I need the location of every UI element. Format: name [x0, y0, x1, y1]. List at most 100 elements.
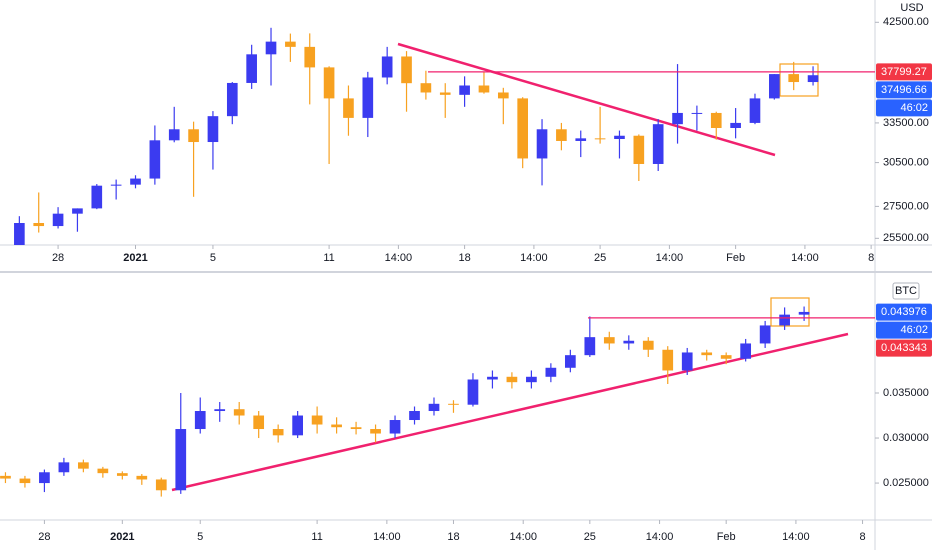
candle-body: [420, 83, 432, 93]
candle-body: [78, 462, 89, 469]
candle-body: [584, 337, 596, 356]
candle-body: [0, 475, 11, 479]
candle-body: [272, 429, 284, 436]
y-tick-label: 33500.00: [883, 117, 929, 129]
price-tag-label: 37496.66: [881, 84, 927, 96]
candle-body: [536, 129, 548, 159]
candle-body: [253, 415, 265, 430]
candle-body: [188, 129, 199, 143]
candle-body: [788, 74, 800, 83]
candle-body: [807, 75, 819, 83]
candle-body: [575, 138, 587, 141]
candle-body: [136, 475, 148, 480]
candle-body: [428, 403, 440, 412]
candle-body: [233, 409, 245, 416]
price-tag: [876, 303, 932, 321]
candle-body: [497, 92, 509, 99]
candle-body: [19, 478, 31, 484]
candle-body: [740, 343, 752, 359]
candle-body: [749, 98, 761, 123]
candle-body: [401, 56, 412, 84]
candle-body: [331, 424, 342, 428]
candle-body: [97, 468, 109, 474]
candle-body: [311, 415, 323, 425]
candle-body: [459, 85, 470, 95]
x-tick-label: 14:00: [791, 252, 819, 264]
y-tick-label: 30500.00: [883, 157, 929, 169]
candle-body: [517, 98, 529, 159]
countdown-label: 46:02: [900, 324, 928, 336]
x-tick-label: 8: [859, 531, 865, 543]
x-tick-label: Feb: [717, 531, 736, 543]
candle-body: [603, 337, 615, 344]
candle-body: [381, 56, 393, 78]
candle-body: [506, 376, 518, 383]
candle-body: [285, 41, 296, 47]
countdown-tag: [876, 99, 932, 117]
candle-body: [594, 138, 606, 140]
candle-body: [642, 340, 654, 350]
candle-body: [168, 129, 180, 141]
candle-body: [701, 352, 713, 356]
candle-body: [246, 54, 257, 83]
axis-unit-box: [892, 282, 920, 300]
candle-body: [194, 411, 206, 430]
y-tick-label: 0.030000: [883, 432, 929, 444]
candle-body: [614, 135, 625, 140]
x-tick-label: 14:00: [509, 531, 537, 543]
candle-body: [33, 223, 45, 227]
candle-body: [265, 41, 277, 55]
price-tag: [876, 81, 932, 99]
candle-body: [478, 85, 490, 93]
x-tick-label: 2021: [110, 531, 134, 543]
candle-body: [526, 376, 537, 383]
candle-body: [130, 178, 141, 185]
candle-body: [545, 367, 557, 377]
candle-body: [720, 355, 732, 359]
axis-unit: USD: [900, 2, 923, 14]
candle-body: [362, 77, 374, 118]
x-tick-label: 28: [52, 252, 64, 264]
candle-body: [710, 112, 722, 128]
price-tag-label: 0.043343: [881, 342, 927, 354]
countdown-tag: [876, 321, 932, 339]
candle-body: [409, 411, 420, 421]
trend-line: [397, 42, 776, 157]
candle-body: [769, 74, 780, 99]
x-tick-label: 5: [210, 252, 216, 264]
x-tick-label: 5: [197, 531, 203, 543]
x-tick-label: 25: [594, 252, 606, 264]
candle-body: [175, 429, 187, 491]
x-tick-label: 14:00: [646, 531, 674, 543]
candle-body: [691, 112, 703, 114]
candle-body: [798, 311, 810, 315]
candle-body: [350, 427, 362, 430]
candle-body: [556, 129, 567, 141]
y-tick-label: 0.035000: [883, 387, 929, 399]
x-tick-label: 18: [458, 252, 470, 264]
x-tick-label: 28: [38, 531, 50, 543]
candle-body: [72, 208, 83, 214]
candle-body: [155, 479, 167, 491]
price-tag-label: 37799.27: [881, 66, 927, 78]
x-tick-label: 14:00: [385, 252, 413, 264]
candle-body: [14, 223, 25, 245]
candle-body: [564, 355, 576, 368]
candle-body: [662, 349, 674, 371]
x-tick-label: 25: [584, 531, 596, 543]
candle-body: [343, 98, 354, 118]
candle-body: [633, 135, 645, 164]
candle-body: [214, 409, 226, 412]
countdown-label: 46:02: [900, 102, 928, 114]
pane: [0, 297, 849, 497]
candle-body: [652, 124, 664, 164]
x-tick-label: 11: [311, 531, 322, 543]
y-tick-label: 0.025000: [883, 477, 929, 489]
candle-body: [370, 429, 381, 434]
trend-line: [171, 332, 849, 492]
pane: [14, 27, 819, 245]
candle-body: [149, 140, 161, 179]
candle-body: [292, 415, 303, 436]
candle-body: [91, 185, 103, 209]
